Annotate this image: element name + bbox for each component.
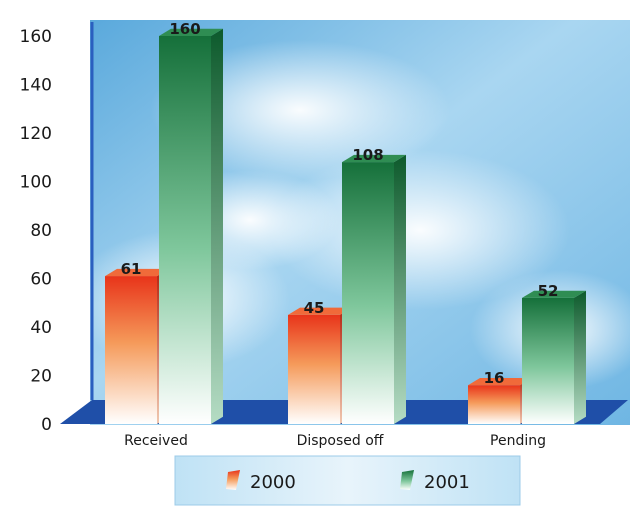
data-label-received-2001: 160: [169, 20, 200, 38]
data-label-pending-2001: 52: [538, 282, 559, 300]
bar-disposed-off-2001: [342, 154, 406, 424]
bar-received-2001: [159, 28, 223, 425]
bar-top: [159, 28, 223, 36]
y-tick-label-140: 140: [20, 76, 52, 96]
legend-swatch-2000: [226, 470, 240, 490]
bar-top: [288, 307, 352, 315]
x-tick-label-pending: Pending: [490, 433, 546, 449]
legend: 2000 2001: [174, 455, 521, 506]
bar-front: [105, 276, 157, 424]
data-label-received-2000: 61: [121, 260, 142, 278]
bar-front: [159, 36, 211, 424]
bar-pending-2001: [522, 290, 586, 424]
data-label-disposed-off-2000: 45: [304, 299, 325, 317]
bar-side: [574, 290, 586, 424]
legend-label-2001: 2001: [424, 472, 470, 493]
bar-front: [468, 385, 520, 424]
bar-top: [105, 268, 169, 277]
y-tick-label-40: 40: [30, 318, 52, 338]
y-tick-label-100: 100: [20, 173, 52, 193]
bar-top: [468, 378, 532, 386]
x-tick-label-disposed-off: Disposed off: [297, 433, 384, 449]
bar-top: [342, 154, 406, 163]
bar-front: [342, 162, 394, 424]
bar-top: [522, 290, 586, 298]
y-tick-label-80: 80: [30, 221, 52, 241]
legend-swatch-2001: [400, 470, 414, 490]
bar-side: [394, 154, 406, 424]
y-tick-label-0: 0: [41, 415, 52, 435]
data-label-pending-2000: 16: [484, 369, 505, 387]
data-label-disposed-off-2001: 108: [352, 146, 383, 164]
legend-label-2000: 2000: [250, 472, 296, 493]
bar-side: [211, 28, 223, 425]
x-tick-label-received: Received: [124, 433, 188, 449]
y-tick-label-20: 20: [30, 367, 52, 387]
y-tick-label-60: 60: [30, 270, 52, 290]
bar-front: [288, 314, 340, 424]
y-tick-label-160: 160: [20, 27, 52, 47]
bar-front: [522, 297, 574, 424]
y-tick-label-120: 120: [20, 124, 52, 144]
